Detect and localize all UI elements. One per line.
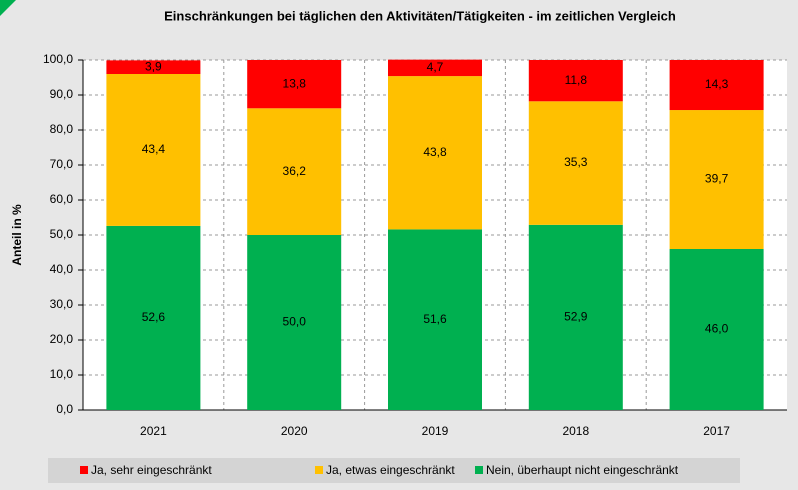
legend-swatch [315,466,323,474]
data-label: 3,9 [145,59,162,73]
x-tick-label: 2020 [281,424,308,438]
bar-segment [247,235,342,410]
x-tick-label: 2019 [422,424,449,438]
y-tick-label: 100,0 [43,52,73,66]
bar-segment [669,249,764,410]
x-tick-label: 2018 [562,424,589,438]
data-label: 4,7 [427,60,444,74]
bar-segment [247,60,342,109]
chart-title: Einschränkungen bei täglichen den Aktivi… [164,8,676,23]
data-label: 43,8 [423,145,447,159]
data-label: 50,0 [283,315,307,329]
bar-segment [388,229,482,410]
bar-segment [106,74,201,226]
bar-segment [528,101,623,225]
legend-label: Ja, etwas eingeschränkt [326,463,455,477]
y-tick-label: 70,0 [50,157,74,171]
bar-segment [247,108,342,235]
bar-segment [528,60,623,102]
data-label: 14,3 [705,77,729,91]
bar-segment [388,59,482,77]
data-label: 43,4 [142,142,166,156]
y-tick-label: 0,0 [56,402,73,416]
y-tick-label: 30,0 [50,297,74,311]
data-label: 36,2 [283,164,307,178]
data-label: 52,6 [142,310,166,324]
corner-mark [0,0,16,16]
data-label: 51,6 [423,312,447,326]
y-tick-label: 20,0 [50,332,74,346]
bar-segment [106,60,201,74]
y-tick-label: 80,0 [50,122,74,136]
data-label: 11,8 [565,73,588,87]
x-tick-label: 2017 [703,424,730,438]
y-tick-label: 10,0 [50,367,74,381]
legend [48,458,740,483]
data-label: 13,8 [283,76,307,90]
y-tick-label: 60,0 [50,192,74,206]
x-tick-label: 2021 [140,424,167,438]
bar-segment [669,60,764,111]
y-axis-label: Anteil in % [10,204,24,266]
legend-label: Nein, überhaupt nicht eingeschränkt [486,463,679,477]
bar-segment [106,225,201,410]
y-tick-label: 40,0 [50,262,74,276]
data-label: 46,0 [705,322,729,336]
bar-segment [388,76,482,230]
legend-swatch [475,466,483,474]
data-label: 52,9 [564,310,588,324]
y-tick-label: 50,0 [50,227,74,241]
y-tick-label: 90,0 [50,87,74,101]
data-label: 35,3 [564,155,588,169]
legend-swatch [80,466,88,474]
legend-label: Ja, sehr eingeschränkt [91,463,212,477]
bar-segment [669,110,764,249]
data-label: 39,7 [705,172,729,186]
bar-segment [528,224,623,410]
